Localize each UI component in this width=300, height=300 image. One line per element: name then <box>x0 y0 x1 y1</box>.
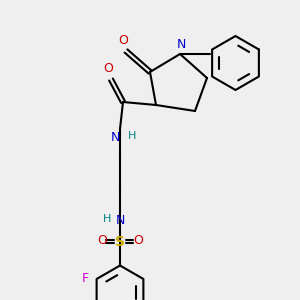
Text: N: N <box>115 214 125 227</box>
Text: O: O <box>133 233 143 247</box>
Text: N: N <box>111 130 120 143</box>
Text: O: O <box>103 62 113 75</box>
Text: H: H <box>128 130 136 140</box>
Text: S: S <box>115 235 125 248</box>
Text: N: N <box>177 38 186 51</box>
Text: H: H <box>103 214 111 224</box>
Text: O: O <box>97 233 107 247</box>
Text: O: O <box>118 34 128 46</box>
Text: F: F <box>82 272 89 286</box>
